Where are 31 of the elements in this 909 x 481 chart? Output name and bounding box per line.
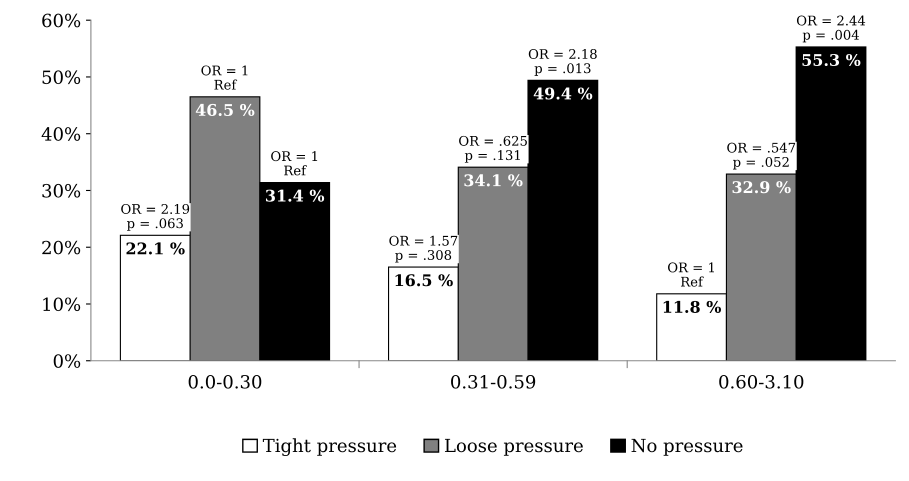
x-tick-label: 0.31-0.59 [451,374,536,389]
y-tick-label: 60% [42,14,80,28]
annotation: OR = .547 p = .052 [727,142,796,170]
data-label: 46.5 % [196,104,254,116]
data-label: 34.1 % [464,174,523,186]
y-tick-label: 10% [43,297,80,312]
data-label: 32.9 % [732,181,791,194]
data-label: 49.4 % [534,87,592,100]
annotation: OR = 1 Ref [201,65,248,90]
x-tick-label: 0.60-3.10 [719,374,804,389]
annotation: OR = 2.18 p = .013 [528,49,597,76]
annotation: OR = .625 p = .131 [459,136,527,163]
data-label: 55.3 % [802,54,860,66]
data-label: 11.8 % [664,300,721,313]
data-label: 31.4 % [266,190,324,202]
y-tick-label: 30% [42,184,80,198]
x-tick-label: 0.0-0.30 [188,374,262,389]
annotation: OR = 1 Ref [271,151,318,176]
annotation: OR = 1.57 p = .308 [389,236,458,263]
data-label: 16.5 % [396,274,453,286]
annotation: OR = 1 Ref [668,262,714,287]
legend-label: No pressure [632,438,743,456]
data-label: 22.1 % [126,242,185,254]
y-tick-label: 40% [42,127,80,141]
legend-label: Loose pressure [444,438,583,456]
annotation: OR = 2.44 p = .004 [796,16,866,42]
annotation: OR = 2.19 p = .063 [121,204,190,231]
y-tick-label: 50% [42,70,80,84]
y-tick-label: 20% [42,240,80,254]
legend-label: Tight pressure [262,438,396,456]
y-tick-label: 0% [54,354,80,368]
